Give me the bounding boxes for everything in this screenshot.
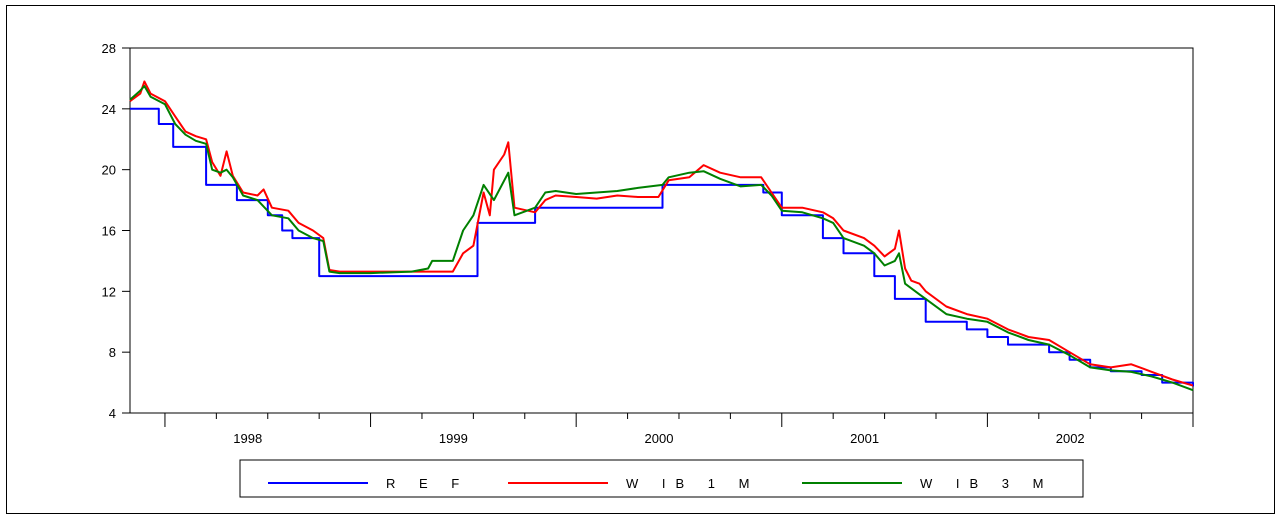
legend-items: R E F W IB 1 M W IB 3 M	[268, 476, 1053, 491]
plot-area	[129, 47, 1194, 414]
y-tick-label: 8	[109, 345, 116, 360]
series-line-3	[129, 85, 1194, 392]
series-line-1	[130, 107, 1194, 387]
x-tick-label: 1999	[439, 431, 468, 446]
x-tick-label: 1998	[233, 431, 262, 446]
chart-frame	[6, 5, 1275, 514]
y-tick-label: 16	[102, 224, 116, 239]
x-tick-label: 2002	[1056, 431, 1085, 446]
legend-label-1: R E F	[386, 476, 469, 491]
series-layer	[129, 80, 1194, 392]
y-tick-label: 28	[102, 41, 116, 56]
y-tick-label: 12	[102, 284, 116, 299]
x-tick-label: 2000	[645, 431, 674, 446]
x-tick-label: 2001	[850, 431, 879, 446]
x-axis: 1998 1999 2000 2001 2002	[164, 413, 1194, 446]
legend: R E F W IB 1 M W IB 3 M	[239, 459, 1084, 498]
series-line-2	[129, 80, 1194, 387]
y-tick-label: 24	[102, 102, 116, 117]
y-tick-label: 4	[109, 406, 116, 421]
y-tick-label: 20	[102, 163, 116, 178]
legend-box	[239, 459, 1084, 498]
y-axis: 4 8 12 16 20 24 28	[102, 41, 130, 421]
legend-label-2: W IB 1 M	[626, 476, 759, 491]
legend-label-3: W IB 3 M	[920, 476, 1053, 491]
